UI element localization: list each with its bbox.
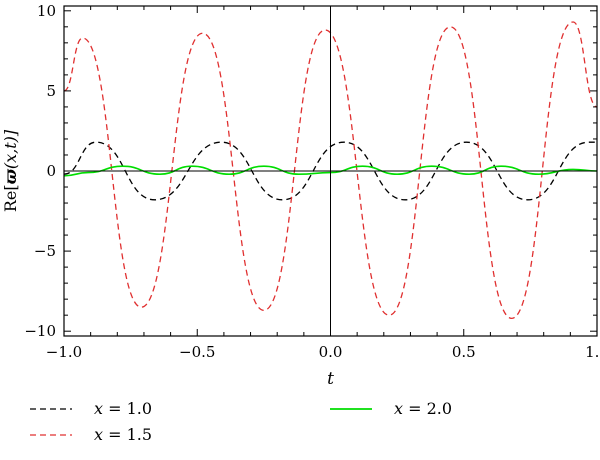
ticks-layer: −1.0 −0.5 0.0 0.5 1.0 −10 −5 0 5 10 (24, 2, 600, 361)
x-tick-label-1: −0.5 (179, 343, 215, 361)
y-axis-label-prefix: Re[ (1, 184, 20, 212)
x-tick-label-0: −1.0 (46, 343, 82, 361)
y-tick-label-1: −5 (34, 242, 56, 260)
legend: x = 1.0 x = 1.5 x = 2.0 (30, 399, 452, 444)
series-line-1 (63, 141, 597, 201)
y-tick-label-0: −10 (24, 322, 56, 340)
y-tick-label-2: 0 (46, 162, 56, 180)
x-tick-label-2: 0.0 (319, 343, 343, 361)
x-tick-label-4: 1.0 (585, 343, 600, 361)
legend-label-2: x = 1.5 (94, 425, 152, 444)
legend-label-3: x = 2.0 (394, 399, 452, 418)
x-axis-label: t (327, 369, 334, 389)
y-axis-label-symbol: ϖ (1, 168, 20, 184)
legend-label-1: x = 1.0 (94, 399, 152, 418)
y-axis-label-args: (x,t)] (1, 129, 20, 169)
y-axis-label: Re[ϖ(x,t)] (1, 129, 20, 212)
y-tick-label-3: 5 (46, 82, 56, 100)
y-tick-label-4: 10 (37, 2, 56, 20)
x-tick-label-3: 0.5 (452, 343, 476, 361)
